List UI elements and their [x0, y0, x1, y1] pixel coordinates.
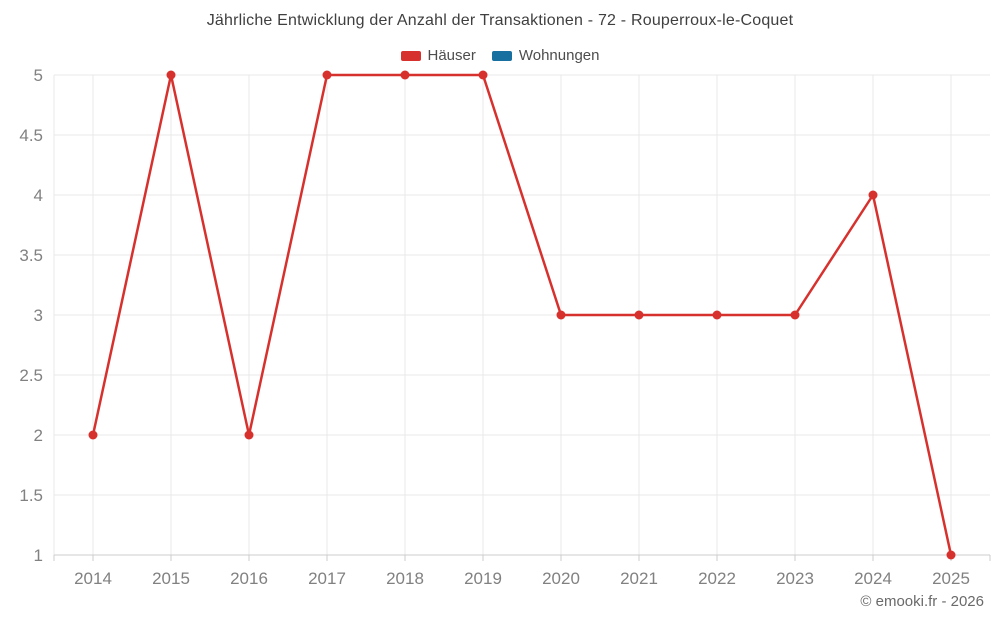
y-axis-tick-label: 2	[34, 426, 43, 445]
data-point-häuser-2020[interactable]	[556, 310, 566, 320]
y-axis-tick-label: 1.5	[19, 486, 43, 505]
x-axis-tick-label: 2023	[776, 569, 814, 588]
data-point-häuser-2014[interactable]	[88, 430, 98, 440]
x-axis-tick-label: 2015	[152, 569, 190, 588]
data-point-häuser-2017[interactable]	[322, 70, 332, 80]
legend-label-hauser: Häuser	[427, 47, 476, 64]
y-axis-tick-label: 3	[34, 306, 43, 325]
x-axis-tick-label: 2016	[230, 569, 268, 588]
data-point-häuser-2015[interactable]	[166, 70, 176, 80]
chart-title: Jährliche Entwicklung der Anzahl der Tra…	[206, 12, 794, 29]
x-axis-tick-label: 2017	[308, 569, 346, 588]
x-axis-tick-label: 2020	[542, 569, 580, 588]
data-point-häuser-2023[interactable]	[790, 310, 800, 320]
copyright: © emooki.fr - 2026	[860, 593, 984, 610]
data-point-häuser-2016[interactable]	[244, 430, 254, 440]
y-axis-tick-label: 1	[34, 546, 43, 565]
legend-label-wohnungen: Wohnungen	[518, 47, 600, 64]
data-point-häuser-2018[interactable]	[400, 70, 410, 80]
x-axis-tick-label: 2022	[698, 569, 736, 588]
y-axis-tick-label: 3.5	[19, 246, 43, 265]
legend-item-hauser[interactable]: Häuser	[400, 47, 476, 64]
series-line-häuser	[91, 73, 953, 557]
data-point-häuser-2024[interactable]	[868, 190, 878, 200]
legend-swatch-hauser-icon	[400, 50, 421, 61]
x-axis-tick-label: 2018	[386, 569, 424, 588]
y-axis-tick-label: 5	[34, 66, 43, 85]
data-point-häuser-2025[interactable]	[946, 550, 956, 560]
legend-swatch-wohnungen-icon	[491, 50, 512, 61]
x-axis-tick-label: 2025	[932, 569, 970, 588]
x-axis-tick-label: 2021	[620, 569, 658, 588]
data-point-häuser-2021[interactable]	[634, 310, 644, 320]
legend-item-wohnungen[interactable]: Wohnungen	[491, 47, 600, 64]
y-axis-tick-label: 4	[34, 186, 43, 205]
data-point-häuser-2022[interactable]	[712, 310, 722, 320]
y-axis-tick-label: 2.5	[19, 366, 43, 385]
x-axis-tick-label: 2019	[464, 569, 502, 588]
data-point-häuser-2019[interactable]	[478, 70, 488, 80]
x-axis-tick-label: 2024	[854, 569, 892, 588]
y-axis-tick-label: 4.5	[19, 126, 43, 145]
legend: Häuser Wohnungen	[0, 47, 1000, 64]
x-axis-tick-label: 2014	[74, 569, 112, 588]
